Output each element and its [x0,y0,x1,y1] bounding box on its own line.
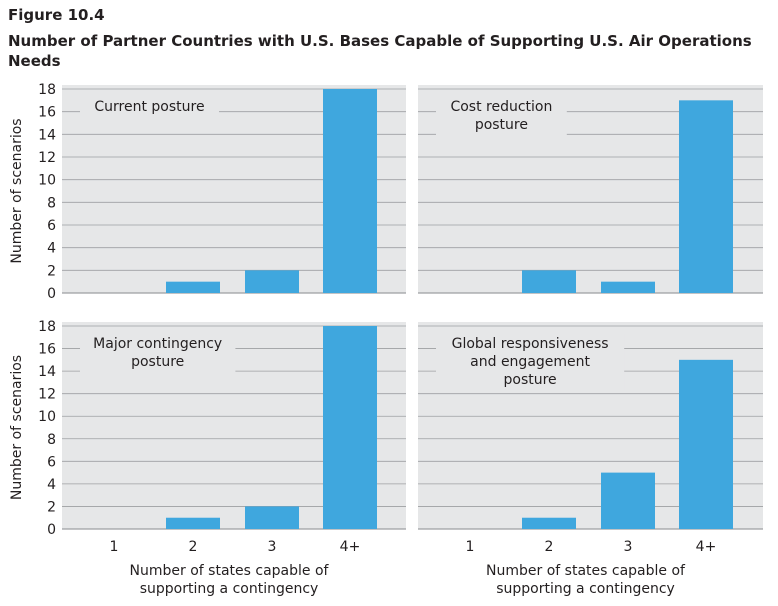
y-tick-label: 10 [38,173,56,189]
bar [166,517,220,529]
y-tick-label: 0 [47,286,56,302]
y-tick-label: 18 [38,82,56,98]
x-axis-label: Number of states capable of [486,563,686,579]
x-tick-label: 4+ [340,539,361,555]
y-tick-label: 4 [47,241,56,257]
y-tick-label: 18 [38,319,56,335]
panel-title-background [436,334,625,390]
panel-title: Current posture [94,99,204,115]
panel-title-background [80,97,219,117]
y-tick-label: 2 [47,499,56,515]
y-tick-label: 4 [47,477,56,493]
y-tick-label: 6 [47,218,56,234]
panel-title: Major contingency [93,336,222,352]
panel-title: and engagement [470,354,590,370]
figure-number: Figure 10.4 [8,6,105,24]
bar [522,270,576,293]
y-tick-label: 16 [38,342,56,358]
x-tick-label: 3 [624,539,633,555]
bar [245,270,299,293]
bar [323,89,377,293]
y-tick-label: 16 [38,105,56,121]
bar [166,281,220,293]
panel-title: posture [504,372,557,388]
x-tick-label: 1 [466,539,475,555]
x-axis-label: Number of states capable of [130,563,330,579]
bar [601,281,655,293]
panel-title: Global responsiveness [452,336,609,352]
y-tick-label: 14 [38,364,56,380]
y-axis-label: Number of scenarios [9,355,25,500]
bar [522,517,576,529]
panel-title: Cost reduction [450,99,552,115]
panel-title: posture [131,354,184,370]
bar [679,100,733,293]
bar [679,359,733,529]
y-axis-label: Number of scenarios [9,118,25,263]
y-tick-label: 14 [38,127,56,143]
x-tick-label: 3 [268,539,277,555]
y-tick-label: 8 [47,432,56,448]
bar [323,326,377,529]
panel-title-background [436,97,567,135]
x-tick-label: 1 [110,539,119,555]
x-tick-label: 2 [545,539,554,555]
y-tick-label: 12 [38,150,56,166]
panel-title-background [80,334,236,372]
x-tick-label: 2 [189,539,198,555]
y-tick-label: 10 [38,409,56,425]
x-tick-label: 4+ [696,539,717,555]
figure-title: Number of Partner Countries with U.S. Ba… [8,32,752,70]
y-tick-label: 2 [47,263,56,279]
x-axis-label: supporting a contingency [140,581,319,597]
panel-title: posture [475,117,528,133]
y-tick-label: 8 [47,195,56,211]
x-axis-label: supporting a contingency [496,581,675,597]
bar [601,472,655,529]
bar [245,506,299,529]
y-tick-label: 6 [47,454,56,470]
y-tick-label: 12 [38,387,56,403]
y-tick-label: 0 [47,522,56,538]
